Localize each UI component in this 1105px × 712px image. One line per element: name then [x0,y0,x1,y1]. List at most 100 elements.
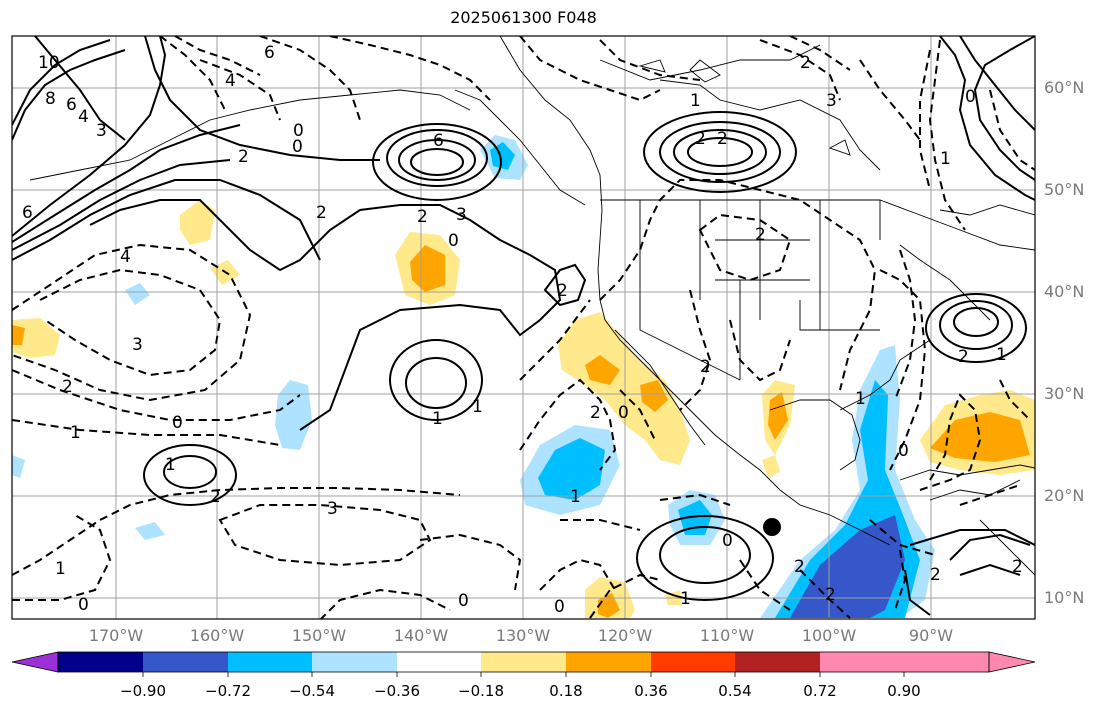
lon-label: 140°W [393,626,449,645]
contour-label: 1 [432,409,443,429]
positive-contours [12,36,1035,616]
lat-label: 20°N [1044,486,1085,505]
contour-labels: 6 4 10 8 6 4 3 2 0 2 6 2 3 0 2 6 4 3 2 1… [22,43,1023,617]
contour-label: 1 [855,389,866,409]
lon-label: 160°W [189,626,245,645]
lon-label: 110°W [699,626,755,645]
contour-label: 2 [590,403,601,423]
lat-label: 50°N [1044,180,1085,199]
contour-label: 2 [62,377,73,397]
negative-region [275,380,312,450]
colorbar-tick: 0.90 [887,682,921,700]
lat-label: 60°N [1044,78,1085,97]
contour-label: 6 [66,95,77,115]
negative-region [538,438,605,500]
positive-region [180,200,215,245]
contour-label: 2 [800,53,811,73]
contour-label: 0 [722,531,733,551]
contour-label: 1 [570,487,581,507]
map-title: 2025061300 F048 [450,8,597,27]
positive-region [410,245,445,292]
contour-label: 0 [458,591,469,611]
colorbar-tick: −0.54 [289,682,335,700]
contour-label: 3 [96,121,107,141]
contour-label: 4 [225,71,236,91]
colorbar-tick: 0.54 [718,682,752,700]
shaded-field [12,135,1035,618]
contour-label: 3 [327,499,338,519]
negative-region [135,522,165,540]
contour-label: 2 [755,225,766,245]
negative-region [12,455,25,478]
contour-label: 0 [554,597,565,617]
contour-label: 0 [618,403,629,423]
contour-label: 2 [238,147,249,167]
lon-label: 100°W [801,626,857,645]
contour-label: 6 [22,203,33,223]
graticule [12,36,1035,619]
contour-label: 1 [690,91,701,111]
lon-label: 150°W [291,626,347,645]
lon-label: 90°W [908,626,954,645]
contour-label: 3 [456,205,467,225]
lat-label: 10°N [1044,588,1085,607]
lat-label: 40°N [1044,282,1085,301]
contour-label: 1 [70,423,81,443]
contour-label: 2 [695,129,706,149]
colorbar-tick: −0.90 [120,682,166,700]
contour-label: 0 [965,87,976,107]
contour-label: 2 [417,207,428,227]
colorbar-tick: −0.72 [205,682,251,700]
location-marker [763,518,781,536]
contour-label: 0 [293,121,304,141]
contour-label: 2 [210,487,221,507]
contour-label: 0 [172,413,183,433]
contour-label: 1 [940,149,951,169]
lon-label: 130°W [495,626,551,645]
contour-label: 1 [996,345,1007,365]
contour-label: 4 [78,107,89,127]
contour-label: 2 [700,357,711,377]
contour-label: 2 [557,281,568,301]
lat-label: 30°N [1044,384,1085,403]
contour-label: 0 [898,441,909,461]
negative-contours [12,36,1035,619]
colorbar-tick: 0.72 [803,682,837,700]
contour-label: 0 [292,137,303,157]
colorbar-tick: −0.18 [458,682,504,700]
contour-label: 1 [472,397,483,417]
contour-label: 0 [448,231,459,251]
contour-label: 1 [680,589,691,609]
positive-region [930,412,1030,462]
contour-label: 2 [1012,557,1023,577]
positive-region [558,312,690,465]
contour-label: 2 [717,129,728,149]
colorbar-tick: 0.18 [549,682,583,700]
negative-region [790,515,905,618]
colorbar-tick: 0.36 [634,682,668,700]
contour-label: 8 [45,89,56,109]
colorbar-tick: −0.36 [374,682,420,700]
lon-label: 170°W [88,626,144,645]
contour-label: 3 [132,335,143,355]
contour-label: 0 [78,595,89,615]
positive-region [762,455,780,478]
lon-label: 120°W [597,626,653,645]
contour-label: 2 [794,557,805,577]
contour-label: 1 [55,559,66,579]
positive-region [768,392,788,440]
contour-label: 6 [433,131,444,151]
positive-region [598,593,620,618]
positive-region [12,325,25,345]
positive-region [640,380,668,412]
contour-label: 2 [316,203,327,223]
positive-region [585,355,620,385]
contour-label: 3 [826,91,837,111]
contour-label: 1 [165,455,176,475]
contour-label: 6 [264,43,275,63]
contour-label: 4 [120,247,131,267]
coastlines [29,36,1035,576]
contour-label: 2 [930,565,941,585]
negative-region [125,283,150,305]
contour-label: 2 [958,347,969,367]
